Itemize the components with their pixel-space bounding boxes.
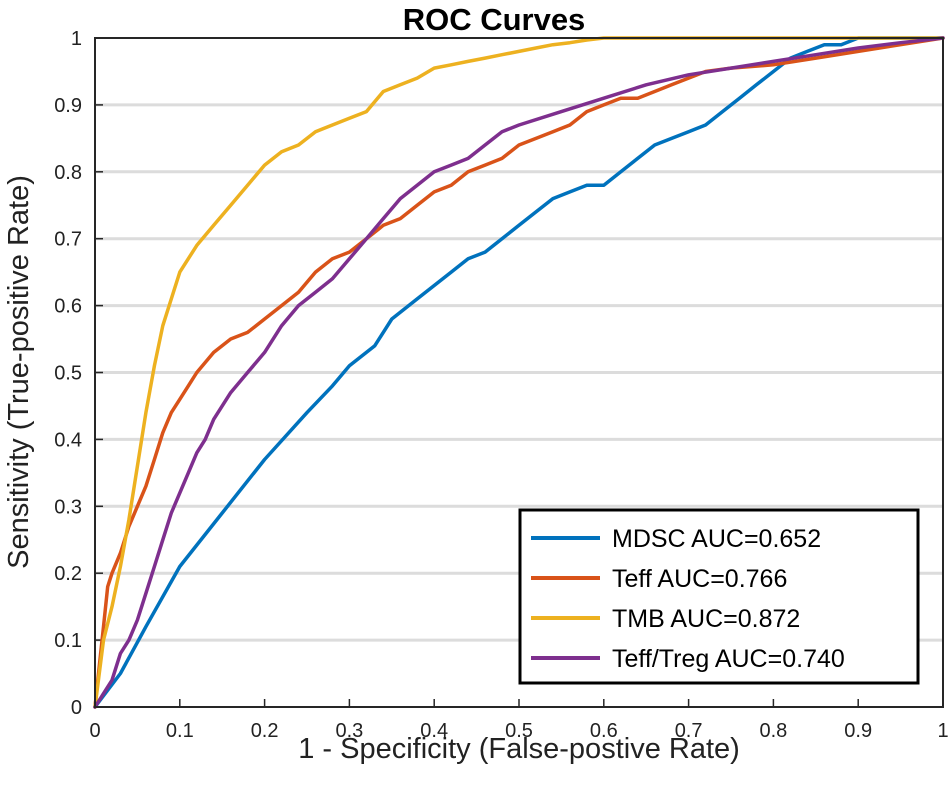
x-tick-label: 0.1 [166,720,194,742]
x-tick-label: 0.5 [505,720,533,742]
x-tick-label: 0.4 [420,720,448,742]
x-tick-label: 0.6 [590,720,618,742]
x-tick-label: 0.8 [759,720,787,742]
series-line-2 [93,36,945,709]
y-tick-label: 0.5 [54,363,82,385]
series-line-0 [93,36,945,709]
gridlines [95,103,943,642]
x-tick-labels: 0 0.1 0.2 0.3 0.4 0.5 0.6 0.7 0.8 0.9 1 [89,699,949,742]
roc-series [93,36,945,709]
y-tick-label: 0.2 [54,563,82,585]
x-tick-label: 0.2 [251,720,279,742]
y-tick-label: 0.3 [54,496,82,518]
y-tick-label: 1 [71,28,82,50]
x-tick-label: 0.3 [335,720,363,742]
y-tick-label: 0.4 [54,429,82,451]
legend-label-3: Teff/Treg AUC=0.740 [612,645,845,673]
series-line-1 [93,36,945,709]
y-axis-label: Sensitivity (True-positive Rate) [3,175,35,569]
x-tick-label: 0 [89,720,100,742]
y-tick-label: 0.6 [54,296,82,318]
y-tick-labels: 0 0.1 0.2 0.3 0.4 0.5 0.6 0.7 0.8 0.9 1 [54,28,103,719]
legend-label-2: TMB AUC=0.872 [612,605,800,633]
y-tick-label: 0.7 [54,229,82,251]
y-tick-label: 0.8 [54,162,82,184]
plot-frame [94,37,944,708]
legend: MDSC AUC=0.652 Teff AUC=0.766 TMB AUC=0.87… [518,508,920,685]
y-tick-label: 0 [71,697,82,719]
x-tick-label: 0.7 [675,720,703,742]
legend-label-1: Teff AUC=0.766 [612,565,787,593]
x-tick-label: 1 [937,720,948,742]
x-tick-label: 0.9 [844,720,872,742]
y-tick-label: 0.9 [54,95,82,117]
y-tick-label: 0.1 [54,630,82,652]
chart-title: ROC Curves [403,2,586,37]
legend-label-0: MDSC AUC=0.652 [612,525,821,553]
x-axis-label: 1 - Specificity (False-postive Rate) [298,733,740,765]
series-line-3 [93,36,945,709]
